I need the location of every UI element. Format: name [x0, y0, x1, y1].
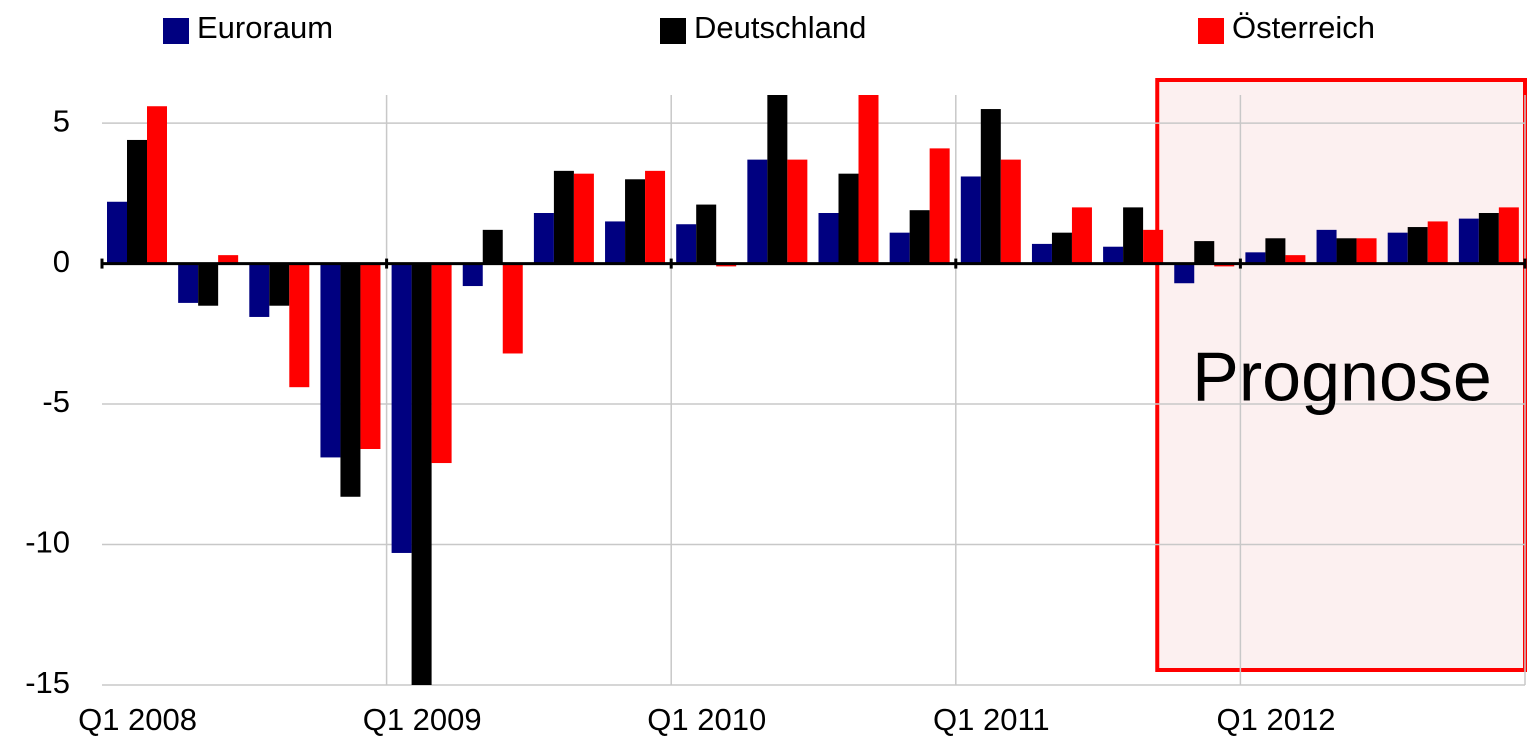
bar: [127, 139, 147, 264]
bar: [1356, 238, 1377, 264]
bar: [960, 176, 981, 264]
bar: [340, 263, 361, 497]
bar: [696, 204, 717, 264]
bar: [1103, 246, 1124, 264]
bar: [249, 263, 270, 317]
bar: [360, 263, 381, 449]
bar: [533, 213, 554, 264]
bar: [218, 255, 239, 264]
bar: [482, 229, 503, 264]
bar: [929, 148, 950, 264]
bar: [1336, 238, 1357, 264]
bar: [645, 170, 666, 264]
bar: [858, 95, 879, 264]
bar: [147, 106, 167, 264]
bar: [107, 201, 127, 264]
legend-swatch: [1198, 18, 1224, 44]
bar: [1194, 241, 1215, 264]
bar: [553, 170, 574, 264]
legend-label: Deutschland: [694, 10, 866, 45]
bar: [676, 224, 697, 264]
x-tick-label: Q1 2011: [933, 702, 1050, 737]
x-tick-label: Q1 2008: [78, 702, 197, 737]
bar: [625, 179, 646, 264]
bar: [391, 263, 412, 553]
x-tick-label: Q1 2009: [363, 702, 482, 737]
bar: [1265, 238, 1286, 264]
bar: [1458, 218, 1479, 264]
bar: [787, 159, 808, 264]
bar: [1000, 159, 1021, 264]
bar: [889, 232, 910, 264]
annotation: Prognose: [1192, 337, 1492, 415]
bar: [1316, 229, 1337, 264]
bar: [1031, 243, 1052, 264]
bar: [269, 263, 290, 306]
legend-swatch: [660, 18, 686, 44]
y-tick-label: -15: [25, 665, 70, 700]
bar: [1407, 227, 1428, 264]
bar: [1071, 207, 1092, 264]
bar: [605, 221, 626, 264]
legend-swatch: [163, 18, 189, 44]
bar: [462, 263, 483, 287]
bar: [431, 263, 452, 464]
bar: [320, 263, 341, 458]
bar: [573, 173, 594, 264]
legend-label: Österreich: [1232, 10, 1375, 45]
bar: [1174, 263, 1195, 284]
bar: [1427, 221, 1448, 264]
bar: [178, 263, 199, 303]
bar: [747, 159, 768, 264]
bar: [1498, 207, 1519, 264]
bar: [838, 173, 859, 264]
bar: [1143, 229, 1164, 264]
legend-label: Euroraum: [197, 10, 333, 45]
bar: [909, 210, 930, 264]
y-tick-label: -5: [42, 384, 70, 419]
bar: [818, 213, 839, 264]
bar: [767, 95, 788, 264]
bar: [1285, 255, 1306, 264]
bar: [289, 263, 310, 388]
y-tick-label: 5: [53, 103, 70, 138]
y-tick-label: -10: [25, 525, 70, 560]
bar: [198, 263, 219, 306]
bar: [502, 263, 523, 354]
bar: [1478, 213, 1499, 264]
bar: [1245, 252, 1266, 264]
x-tick-label: Q1 2012: [1217, 702, 1336, 737]
y-tick-label: 0: [53, 244, 70, 279]
x-tick-label: Q1 2010: [647, 702, 766, 737]
bar: [411, 263, 432, 685]
forecast-box: [1155, 78, 1527, 672]
bars: [107, 95, 1519, 685]
bar: [1051, 232, 1072, 264]
bar: [1123, 207, 1144, 264]
bar: [980, 109, 1001, 264]
bar: [1387, 232, 1408, 264]
